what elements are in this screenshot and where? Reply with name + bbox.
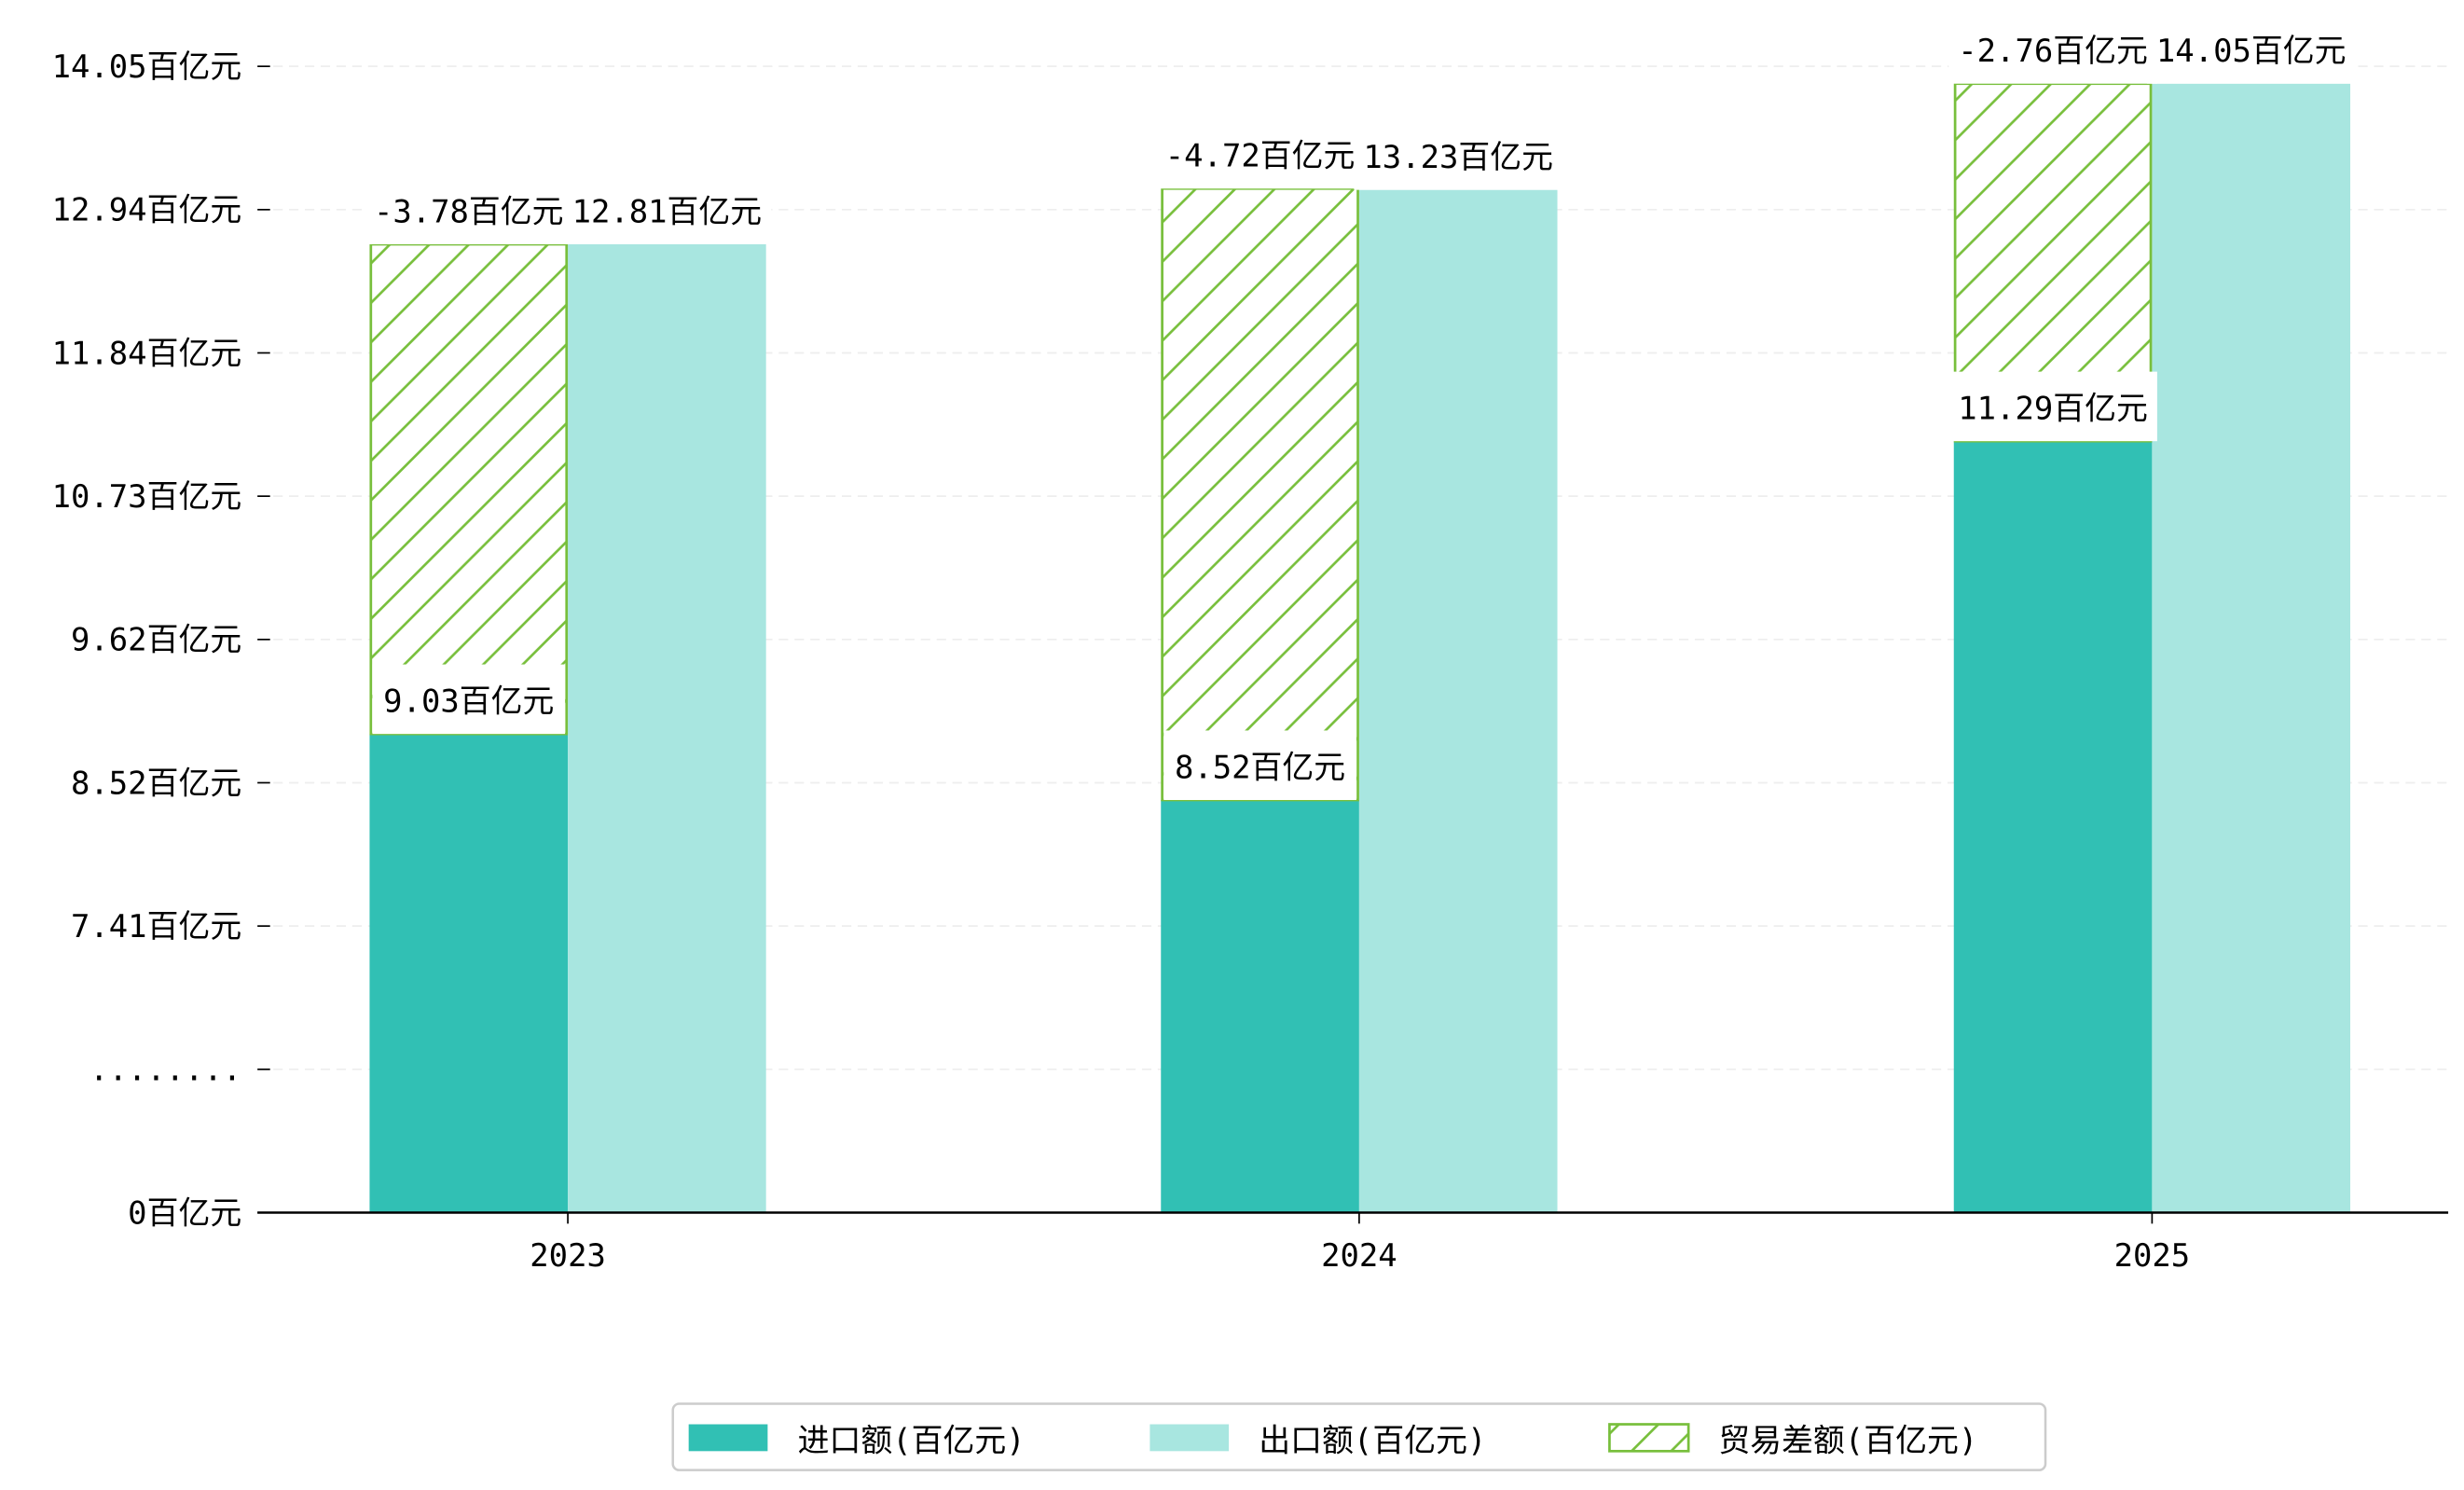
data-label: 12.81百亿元 [562, 174, 772, 244]
data-label-text: 14.05百亿元 [2156, 33, 2347, 69]
data-label-box [364, 174, 573, 244]
legend-label: 出口额(百亿元) [1259, 1422, 1486, 1458]
legend-label: 进口额(百亿元) [798, 1422, 1026, 1458]
export-bar [568, 243, 766, 1213]
bars [369, 82, 2351, 1213]
data-label-box [372, 664, 566, 735]
data-label-box [1155, 118, 1365, 189]
export-bar [2152, 83, 2351, 1213]
import-bar [1161, 799, 1359, 1213]
data-label: -3.78百亿元 [364, 174, 573, 244]
x-axis: 2023 2024 2025 [530, 1212, 2190, 1274]
data-label-text: -3.78百亿元 [374, 193, 564, 229]
y-tick-label: 12.94百亿元 [52, 192, 242, 228]
import-bar [369, 734, 569, 1213]
trade-balance-bar [369, 242, 569, 736]
legend: 进口额(百亿元) 出口额(百亿元) 贸易差额(百亿元) [671, 1402, 2047, 1471]
data-label: 11.29百亿元 [1948, 371, 2157, 442]
y-tick-label: 8.52百亿元 [71, 765, 241, 801]
data-label-box [2146, 14, 2356, 84]
legend-swatch [688, 1424, 768, 1452]
data-label: 9.03百亿元 [372, 664, 566, 735]
data-label: 14.05百亿元 [2146, 14, 2356, 84]
y-tick-label: ........ [89, 1052, 241, 1088]
trade-balance-bar [1161, 186, 1359, 802]
legend-box [671, 1402, 2047, 1471]
export-bar [1358, 189, 1558, 1213]
import-bar [1953, 441, 2153, 1213]
data-label-box [1948, 14, 2157, 84]
y-tick-label: 14.05百亿元 [52, 48, 242, 85]
data-label-box [1948, 371, 2157, 442]
y-tick-label: 11.84百亿元 [52, 335, 242, 371]
data-label-text: 9.03百亿元 [383, 683, 554, 719]
data-label-box [1354, 120, 1563, 190]
x-tick-label: 2025 [2114, 1237, 2191, 1274]
legend-swatch [1149, 1424, 1230, 1452]
legend-swatch [1608, 1423, 1690, 1453]
x-tick-label: 2023 [530, 1237, 606, 1274]
data-label: -4.72百亿元 [1155, 118, 1365, 189]
data-label: 13.23百亿元 [1354, 120, 1563, 190]
data-labels: 12.81百亿元 9.03百亿元 -3.78百亿元 13.23百亿元 8.52百亿元 -4… [364, 14, 2356, 800]
data-label-text: -4.72百亿元 [1165, 138, 1356, 174]
x-tick-label: 2024 [1321, 1237, 1397, 1274]
y-tick-label: 10.73百亿元 [52, 478, 242, 515]
data-label-text: 12.81百亿元 [572, 193, 763, 229]
data-label-box [1163, 730, 1356, 800]
data-label-text: 8.52百亿元 [1175, 749, 1345, 785]
legend-label: 贸易差额(百亿元) [1718, 1422, 1977, 1458]
data-label-text: -2.76百亿元 [1958, 33, 2148, 69]
data-label-text: 13.23百亿元 [1363, 139, 1553, 175]
data-label: -2.76百亿元 [1948, 14, 2157, 84]
y-tick-label: 9.62百亿元 [71, 622, 241, 658]
y-axis: 0百亿元........ 7.41百亿元 8.52百亿元 9.62百亿元 10.73百亿… [52, 48, 270, 1231]
y-tick-label: 0百亿元 [128, 1194, 241, 1231]
data-label-box [562, 174, 772, 244]
legend-item: 贸易差额(百亿元) [1608, 1422, 1977, 1458]
data-label: 8.52百亿元 [1163, 730, 1356, 800]
legend-item: 进口额(百亿元) [688, 1422, 1026, 1458]
data-label-text: 11.29百亿元 [1958, 390, 2148, 426]
y-tick-label: 7.41百亿元 [71, 908, 241, 945]
legend-item: 出口额(百亿元) [1149, 1422, 1486, 1458]
